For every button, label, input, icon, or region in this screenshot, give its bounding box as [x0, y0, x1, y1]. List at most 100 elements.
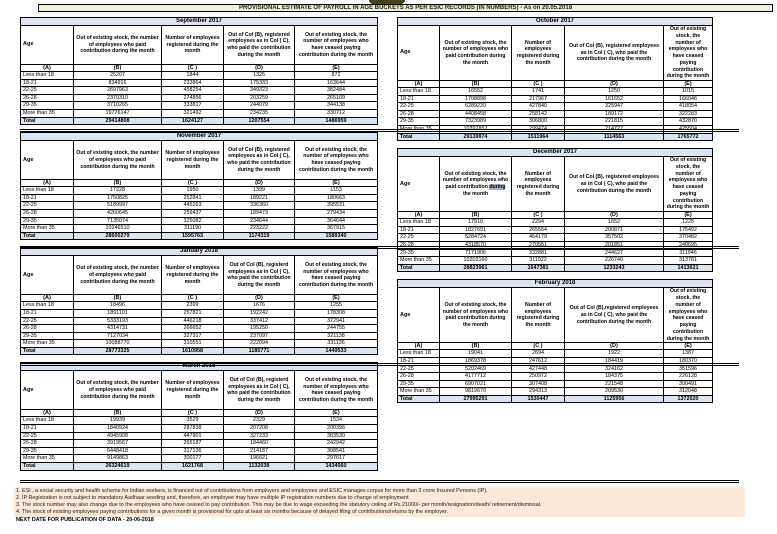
- value-cell-e: 1153: [293, 186, 379, 195]
- value-cell-b: 10088770: [73, 339, 162, 348]
- value-cell-d: 1652: [564, 218, 664, 227]
- value-cell-d: 196621: [223, 454, 295, 464]
- value-cell-e: 432870: [662, 117, 714, 126]
- data-row: 26-28 4177712 250972 184375 226128: [397, 372, 714, 381]
- column-header-e: Out of existing stock, the number of emp…: [294, 25, 378, 65]
- value-cell-e: 382484: [294, 86, 378, 95]
- value-cell-c: 458254: [161, 86, 224, 95]
- value-cell-e: 1534: [293, 416, 379, 426]
- column-letter: (C ): [161, 64, 224, 72]
- value-cell-e: 1015: [662, 87, 714, 96]
- value-cell-d: 244079: [223, 101, 295, 110]
- value-cell-c: 250972: [511, 372, 565, 381]
- value-cell-b: 29414808: [73, 116, 162, 126]
- value-cell-c: 317136: [161, 446, 224, 456]
- value-cell-e: 872: [294, 71, 378, 80]
- column-header-e: Out of existing stock, the number of emp…: [662, 156, 714, 213]
- value-cell-e: 200396: [293, 424, 379, 433]
- value-cell-c: 1595763: [161, 231, 224, 241]
- data-row: 22-25 5189997 445263 336360 395531: [20, 201, 379, 210]
- column-header-c: Number of employees registered during th…: [161, 370, 224, 411]
- total-row: Total 26324619 1621768 1132038 1434560: [20, 462, 379, 471]
- column-header-c: Number of employees registered during th…: [511, 156, 565, 213]
- data-row: 29-35 6907021 307408 221548 300491: [397, 379, 714, 389]
- value-cell-d: 1676: [223, 301, 295, 310]
- value-cell-d: 1174319: [223, 231, 295, 241]
- selected-word-highlight: during: [489, 184, 506, 191]
- value-cell-d: 1132038: [223, 462, 295, 471]
- month-header: September 2017: [20, 17, 378, 26]
- band-separator-line: [20, 131, 739, 132]
- column-letter: (C ): [161, 409, 224, 418]
- value-cell-c: 217967: [511, 94, 565, 104]
- value-cell-e: 344138: [294, 101, 378, 110]
- value-cell-c: 265554: [511, 225, 565, 235]
- value-cell-e: 1765772: [662, 132, 714, 142]
- total-row: Total 29414808 1624127 1207554 1486959: [20, 116, 378, 126]
- data-row: More than 35 19776147 321492 234235 330712: [20, 108, 378, 118]
- value-cell-b: 9819670: [439, 387, 512, 396]
- column-letter: (D): [223, 64, 295, 72]
- data-row: 18-21 1891101 257821 192242 178308: [20, 308, 379, 318]
- data-row: Less than 18 18496 2399 1676 1255: [20, 301, 379, 310]
- age-bucket-label: Total: [397, 263, 440, 273]
- age-bucket-label: Less than 18: [397, 218, 440, 227]
- column-letter: (B): [439, 342, 512, 351]
- column-letter: (C ): [161, 179, 224, 188]
- value-cell-c: 427840: [511, 102, 565, 111]
- column-letter: (B): [73, 294, 162, 303]
- value-cell-d: 189172: [564, 109, 664, 119]
- column-letter: (B): [73, 179, 162, 188]
- value-cell-d: 214187: [223, 446, 295, 456]
- value-cell-e: 166046: [662, 94, 714, 104]
- column-letter: (E): [293, 294, 379, 303]
- column-header-d: Out of Col (B), registered employees as …: [223, 140, 295, 181]
- value-cell-c: 447901: [161, 431, 224, 441]
- value-cell-c: 266652: [161, 324, 224, 333]
- value-cell-e: 372941: [293, 316, 379, 326]
- value-cell-d: 1125956: [564, 394, 664, 404]
- value-cell-e: 330712: [294, 108, 378, 118]
- age-bucket-label: 22-25: [20, 431, 74, 441]
- value-cell-e: 322283: [662, 109, 714, 119]
- value-cell-c: 333817: [161, 101, 224, 110]
- value-cell-c: 233864: [161, 78, 224, 88]
- value-cell-c: 307408: [511, 379, 565, 389]
- data-row: 18-21 1750825 252841 189221 180663: [20, 193, 379, 203]
- value-cell-b: 7171906: [439, 248, 512, 258]
- value-cell-e: 244755: [293, 324, 379, 333]
- column-letter: (D): [223, 409, 295, 418]
- value-cell-c: 1647381: [511, 263, 565, 273]
- value-cell-d: 223222: [223, 224, 295, 233]
- value-cell-e: 226128: [662, 372, 714, 381]
- value-cell-c: 464179: [511, 233, 565, 242]
- value-cell-d: 222094: [223, 339, 295, 348]
- column-header-b: Out of existing stock, the number of emp…: [439, 25, 512, 81]
- column-letter: (B): [439, 211, 512, 220]
- value-cell-b: 27995291: [439, 394, 512, 404]
- value-cell-d: 234644: [223, 216, 295, 226]
- value-cell-c: 1844: [161, 71, 224, 80]
- value-cell-b: 28823961: [439, 263, 512, 273]
- value-cell-e: 300491: [662, 379, 714, 389]
- column-header-e: Out of existing stock, the number of emp…: [293, 140, 379, 181]
- table-september-2017: September 2017 Age Out of existing stock, …: [20, 17, 378, 126]
- value-cell-d: 2329: [223, 416, 295, 426]
- data-row: Less than 18 19041 2694 1922 1387: [397, 349, 714, 358]
- value-cell-b: 4945908: [73, 431, 162, 441]
- column-letter: (E): [662, 342, 714, 351]
- column-header-a: Age: [20, 370, 74, 411]
- value-cell-b: 19041: [439, 349, 512, 358]
- value-cell-b: 5202469: [439, 364, 512, 374]
- total-row: Total 29139974 1511964 1114563 1765772: [397, 132, 714, 142]
- value-cell-c: 1741: [511, 87, 565, 96]
- data-row: More than 35 10246510 311190 223222 367915: [20, 224, 379, 233]
- age-bucket-label: More than 35: [20, 224, 74, 233]
- value-cell-c: 294313: [511, 387, 565, 396]
- value-cell-b: 6907021: [439, 379, 512, 389]
- value-cell-b: 28600279: [73, 231, 162, 241]
- value-cell-e: 1449533: [293, 346, 379, 356]
- age-bucket-label: Total: [397, 394, 440, 404]
- value-cell-b: 19939: [73, 416, 162, 426]
- value-cell-e: 180663: [293, 193, 379, 203]
